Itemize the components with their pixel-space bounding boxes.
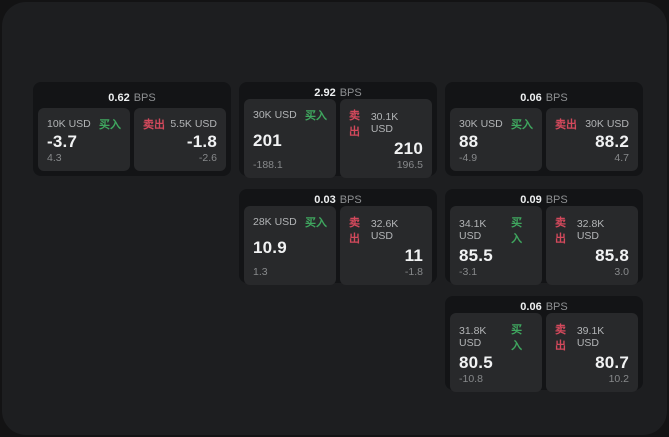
buy-amount: 28K USD [253, 216, 297, 228]
quote-card: 0.62 BPS 10K USD 买入 -3.7 4.3 卖出 5.5K USD [33, 82, 231, 176]
buy-amount: 30K USD [253, 109, 297, 121]
card-header: 0.06 BPS [450, 301, 638, 313]
sell-label: 卖出 [555, 324, 566, 352]
sell-delta: -2.6 [198, 152, 217, 164]
buy-amount: 34.1K USD [459, 218, 487, 242]
buy-label: 买入 [305, 217, 327, 229]
quote-card: 0.09 BPS 34.1K USD 买入 85.5 -3.1 卖出 32.8K… [445, 189, 643, 285]
buy-price: 80.5 [459, 353, 493, 372]
buy-amount: 30K USD [459, 118, 503, 130]
sell-price: 88.2 [595, 132, 629, 151]
sell-delta: 3.0 [614, 266, 629, 278]
bps-unit: BPS [339, 87, 362, 99]
quote-card-grid: 0.62 BPS 10K USD 买入 -3.7 4.3 卖出 5.5K USD [33, 82, 643, 392]
sell-price: -1.8 [186, 132, 217, 151]
quote-card: 0.06 BPS 31.8K USD 买入 80.5 -10.8 卖出 39.1… [445, 296, 643, 392]
sell-delta: -1.8 [404, 266, 423, 278]
buy-delta: 4.3 [47, 152, 62, 164]
buy-price: 10.9 [253, 238, 287, 257]
quote-card: 0.03 BPS 28K USD 买入 10.9 1.3 卖出 32.6K US… [239, 189, 437, 285]
buy-price: 201 [253, 131, 282, 150]
bps-unit: BPS [133, 91, 156, 104]
card-header: 0.62 BPS [38, 87, 226, 108]
sell-panel[interactable]: 卖出 39.1K USD 80.7 10.2 [546, 313, 638, 392]
bps-value: 0.06 [520, 91, 542, 104]
sell-panel[interactable]: 卖出 30K USD 88.2 4.7 [546, 108, 638, 171]
sell-label: 卖出 [555, 119, 577, 131]
bps-unit: BPS [545, 194, 568, 206]
sell-panel[interactable]: 卖出 5.5K USD -1.8 -2.6 [134, 108, 226, 171]
buy-delta: -3.1 [459, 266, 478, 278]
sell-label: 卖出 [349, 217, 360, 245]
buy-price: 88 [459, 132, 479, 151]
bps-value: 0.06 [520, 301, 542, 313]
sell-amount: 39.1K USD [576, 325, 605, 349]
buy-label: 买入 [99, 119, 121, 131]
sell-price: 210 [394, 139, 423, 158]
sell-delta: 4.7 [614, 152, 629, 164]
card-header: 0.03 BPS [244, 194, 432, 206]
sell-price: 11 [404, 246, 423, 265]
card-header: 2.92 BPS [244, 87, 432, 99]
bps-unit: BPS [545, 301, 568, 313]
card-header: 0.09 BPS [450, 194, 638, 206]
bps-value: 0.03 [314, 194, 336, 206]
sell-price: 85.8 [595, 246, 629, 265]
card-header: 0.06 BPS [450, 87, 638, 108]
buy-panel[interactable]: 31.8K USD 买入 80.5 -10.8 [450, 313, 542, 392]
sell-label: 卖出 [143, 119, 165, 131]
buy-panel[interactable]: 30K USD 买入 201 -188.1 [244, 99, 336, 178]
sell-panel[interactable]: 卖出 30.1K USD 210 196.5 [340, 99, 432, 178]
buy-panel[interactable]: 10K USD 买入 -3.7 4.3 [38, 108, 130, 171]
bps-value: 0.09 [520, 194, 542, 206]
sell-amount: 5.5K USD [170, 118, 217, 130]
buy-delta: -10.8 [459, 373, 483, 385]
bps-value: 0.62 [108, 91, 130, 104]
buy-label: 买入 [511, 217, 523, 245]
buy-label: 买入 [305, 110, 327, 122]
quote-card: 0.06 BPS 30K USD 买入 88 -4.9 卖出 30K USD [445, 82, 643, 176]
sell-panel[interactable]: 卖出 32.6K USD 11 -1.8 [340, 206, 432, 285]
bps-unit: BPS [545, 91, 568, 104]
sell-amount: 30K USD [585, 118, 629, 130]
bps-unit: BPS [339, 194, 362, 206]
sell-label: 卖出 [349, 110, 360, 138]
buy-price: 85.5 [459, 246, 493, 265]
sell-price: 80.7 [595, 353, 629, 372]
buy-amount: 10K USD [47, 118, 91, 130]
sell-delta: 196.5 [396, 159, 423, 171]
sell-amount: 32.6K USD [370, 218, 399, 242]
buy-amount: 31.8K USD [459, 325, 487, 349]
buy-delta: 1.3 [253, 266, 268, 278]
bps-value: 2.92 [314, 87, 336, 99]
buy-panel[interactable]: 28K USD 买入 10.9 1.3 [244, 206, 336, 285]
buy-delta: -188.1 [253, 159, 283, 171]
quote-card: 2.92 BPS 30K USD 买入 201 -188.1 卖出 30.1K … [239, 82, 437, 178]
buy-panel[interactable]: 34.1K USD 买入 85.5 -3.1 [450, 206, 542, 285]
sell-amount: 32.8K USD [576, 218, 605, 242]
buy-label: 买入 [511, 324, 523, 352]
buy-panel[interactable]: 30K USD 买入 88 -4.9 [450, 108, 542, 171]
sell-amount: 30.1K USD [370, 111, 399, 135]
sell-panel[interactable]: 卖出 32.8K USD 85.8 3.0 [546, 206, 638, 285]
sell-label: 卖出 [555, 217, 566, 245]
buy-label: 买入 [511, 119, 533, 131]
buy-delta: -4.9 [459, 152, 478, 164]
buy-price: -3.7 [47, 132, 78, 151]
sell-delta: 10.2 [608, 373, 629, 385]
